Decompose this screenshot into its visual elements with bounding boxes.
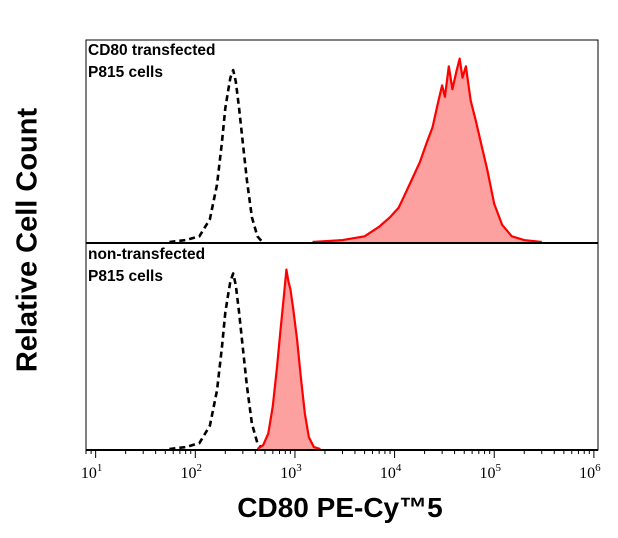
- x-tick-label-3: 103: [280, 462, 302, 482]
- x-axis-title: CD80 PE-Cy™5: [237, 492, 443, 523]
- panel-2: [86, 268, 598, 451]
- panel-2-series-2-line: [256, 268, 321, 451]
- panel-2-label-line-1: non-transfected: [88, 246, 206, 263]
- x-tick-label-6: 106: [579, 462, 601, 482]
- panel-2-label-line-2: P815 cells: [88, 268, 163, 285]
- panel-2-label: non-transfected P815 cells: [88, 244, 205, 288]
- panel-1-label-line-2: P815 cells: [88, 64, 163, 81]
- panel-1-label-line-1: CD80 transfected: [88, 42, 216, 59]
- panel-1-series-2-line: [312, 57, 542, 244]
- x-tick-label-5: 105: [479, 462, 501, 482]
- x-axis: 101 102 103 104 105 106: [81, 450, 601, 482]
- panel-1-label: CD80 transfected P815 cells: [88, 40, 216, 84]
- panel-2-series-2-fill: [257, 269, 321, 449]
- panel-1-series-2-fill: [312, 58, 542, 242]
- panels-layer: [86, 57, 598, 451]
- panel-1-series-1-line: [169, 68, 264, 244]
- panel-2-series-1-line: [169, 272, 264, 451]
- y-axis-title: Relative Cell Count: [11, 107, 44, 373]
- x-tick-label-2: 102: [181, 462, 203, 482]
- x-tick-label-4: 104: [380, 462, 402, 482]
- x-tick-label-1: 101: [81, 462, 103, 482]
- panel-1: [86, 57, 598, 244]
